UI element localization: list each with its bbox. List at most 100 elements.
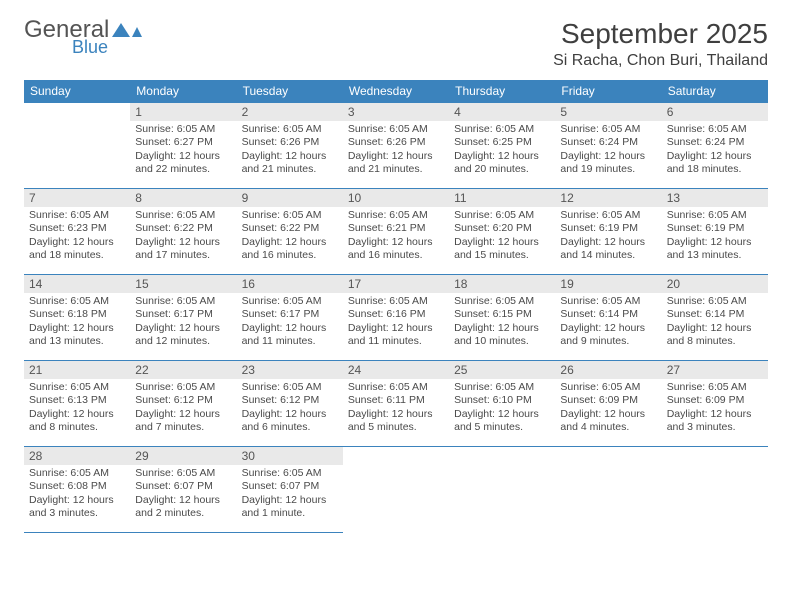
calendar-cell: [343, 447, 449, 533]
calendar-cell: 26Sunrise: 6:05 AMSunset: 6:09 PMDayligh…: [555, 361, 661, 447]
calendar-row: 21Sunrise: 6:05 AMSunset: 6:13 PMDayligh…: [24, 361, 768, 447]
calendar-cell: 27Sunrise: 6:05 AMSunset: 6:09 PMDayligh…: [662, 361, 768, 447]
day-content: Sunrise: 6:05 AMSunset: 6:20 PMDaylight:…: [449, 207, 555, 267]
day-number: 28: [24, 447, 130, 465]
calendar-cell: 17Sunrise: 6:05 AMSunset: 6:16 PMDayligh…: [343, 275, 449, 361]
calendar-cell: 13Sunrise: 6:05 AMSunset: 6:19 PMDayligh…: [662, 189, 768, 275]
day-number: 20: [662, 275, 768, 293]
weekday-header: Sunday: [24, 80, 130, 103]
day-number: 29: [130, 447, 236, 465]
day-content: Sunrise: 6:05 AMSunset: 6:19 PMDaylight:…: [555, 207, 661, 267]
calendar-table: SundayMondayTuesdayWednesdayThursdayFrid…: [24, 80, 768, 533]
weekday-header: Thursday: [449, 80, 555, 103]
day-number: 11: [449, 189, 555, 207]
weekday-header: Saturday: [662, 80, 768, 103]
calendar-cell: 28Sunrise: 6:05 AMSunset: 6:08 PMDayligh…: [24, 447, 130, 533]
calendar-cell: 11Sunrise: 6:05 AMSunset: 6:20 PMDayligh…: [449, 189, 555, 275]
calendar-cell: 24Sunrise: 6:05 AMSunset: 6:11 PMDayligh…: [343, 361, 449, 447]
day-content: Sunrise: 6:05 AMSunset: 6:17 PMDaylight:…: [130, 293, 236, 353]
location: Si Racha, Chon Buri, Thailand: [553, 52, 768, 70]
calendar-cell: 7Sunrise: 6:05 AMSunset: 6:23 PMDaylight…: [24, 189, 130, 275]
calendar-cell: 9Sunrise: 6:05 AMSunset: 6:22 PMDaylight…: [237, 189, 343, 275]
calendar-cell: 2Sunrise: 6:05 AMSunset: 6:26 PMDaylight…: [237, 103, 343, 189]
calendar-cell: [662, 447, 768, 533]
day-content: Sunrise: 6:05 AMSunset: 6:24 PMDaylight:…: [662, 121, 768, 181]
calendar-cell: 5Sunrise: 6:05 AMSunset: 6:24 PMDaylight…: [555, 103, 661, 189]
day-content: Sunrise: 6:05 AMSunset: 6:26 PMDaylight:…: [237, 121, 343, 181]
day-content: Sunrise: 6:05 AMSunset: 6:12 PMDaylight:…: [130, 379, 236, 439]
calendar-row: 7Sunrise: 6:05 AMSunset: 6:23 PMDaylight…: [24, 189, 768, 275]
calendar-row: 1Sunrise: 6:05 AMSunset: 6:27 PMDaylight…: [24, 103, 768, 189]
day-number: 2: [237, 103, 343, 121]
day-content: Sunrise: 6:05 AMSunset: 6:08 PMDaylight:…: [24, 465, 130, 525]
day-number: 12: [555, 189, 661, 207]
calendar-cell: [24, 103, 130, 189]
day-content: Sunrise: 6:05 AMSunset: 6:14 PMDaylight:…: [555, 293, 661, 353]
logo: General Blue: [24, 18, 142, 56]
calendar-cell: [555, 447, 661, 533]
weekday-header: Friday: [555, 80, 661, 103]
day-content: Sunrise: 6:05 AMSunset: 6:15 PMDaylight:…: [449, 293, 555, 353]
calendar-cell: 6Sunrise: 6:05 AMSunset: 6:24 PMDaylight…: [662, 103, 768, 189]
day-number: 25: [449, 361, 555, 379]
day-number: 8: [130, 189, 236, 207]
calendar-cell: 23Sunrise: 6:05 AMSunset: 6:12 PMDayligh…: [237, 361, 343, 447]
logo-word2: Blue: [72, 38, 142, 56]
day-number: 15: [130, 275, 236, 293]
day-content: Sunrise: 6:05 AMSunset: 6:23 PMDaylight:…: [24, 207, 130, 267]
header: General Blue September 2025 Si Racha, Ch…: [24, 18, 768, 70]
day-content: Sunrise: 6:05 AMSunset: 6:14 PMDaylight:…: [662, 293, 768, 353]
logo-triangle-icon: [112, 23, 130, 37]
day-content: Sunrise: 6:05 AMSunset: 6:18 PMDaylight:…: [24, 293, 130, 353]
calendar-cell: 21Sunrise: 6:05 AMSunset: 6:13 PMDayligh…: [24, 361, 130, 447]
day-number: 30: [237, 447, 343, 465]
day-content: Sunrise: 6:05 AMSunset: 6:16 PMDaylight:…: [343, 293, 449, 353]
day-number: 18: [449, 275, 555, 293]
day-number: 21: [24, 361, 130, 379]
day-number: 24: [343, 361, 449, 379]
day-content: Sunrise: 6:05 AMSunset: 6:26 PMDaylight:…: [343, 121, 449, 181]
weekday-row: SundayMondayTuesdayWednesdayThursdayFrid…: [24, 80, 768, 103]
day-content: Sunrise: 6:05 AMSunset: 6:27 PMDaylight:…: [130, 121, 236, 181]
day-number: 4: [449, 103, 555, 121]
calendar-cell: 14Sunrise: 6:05 AMSunset: 6:18 PMDayligh…: [24, 275, 130, 361]
day-number: 5: [555, 103, 661, 121]
weekday-header: Wednesday: [343, 80, 449, 103]
day-content: Sunrise: 6:05 AMSunset: 6:22 PMDaylight:…: [237, 207, 343, 267]
calendar-cell: 30Sunrise: 6:05 AMSunset: 6:07 PMDayligh…: [237, 447, 343, 533]
day-number: 26: [555, 361, 661, 379]
day-content: Sunrise: 6:05 AMSunset: 6:19 PMDaylight:…: [662, 207, 768, 267]
day-content: Sunrise: 6:05 AMSunset: 6:22 PMDaylight:…: [130, 207, 236, 267]
calendar-cell: [449, 447, 555, 533]
calendar-cell: 18Sunrise: 6:05 AMSunset: 6:15 PMDayligh…: [449, 275, 555, 361]
day-content: Sunrise: 6:05 AMSunset: 6:13 PMDaylight:…: [24, 379, 130, 439]
calendar-cell: 8Sunrise: 6:05 AMSunset: 6:22 PMDaylight…: [130, 189, 236, 275]
calendar-cell: 12Sunrise: 6:05 AMSunset: 6:19 PMDayligh…: [555, 189, 661, 275]
title-block: September 2025 Si Racha, Chon Buri, Thai…: [553, 18, 768, 70]
calendar-cell: 4Sunrise: 6:05 AMSunset: 6:25 PMDaylight…: [449, 103, 555, 189]
calendar-page: General Blue September 2025 Si Racha, Ch…: [0, 0, 792, 551]
day-content: Sunrise: 6:05 AMSunset: 6:07 PMDaylight:…: [130, 465, 236, 525]
calendar-cell: 10Sunrise: 6:05 AMSunset: 6:21 PMDayligh…: [343, 189, 449, 275]
day-number: 14: [24, 275, 130, 293]
calendar-row: 28Sunrise: 6:05 AMSunset: 6:08 PMDayligh…: [24, 447, 768, 533]
day-number: 27: [662, 361, 768, 379]
day-number: 6: [662, 103, 768, 121]
weekday-header: Monday: [130, 80, 236, 103]
day-content: Sunrise: 6:05 AMSunset: 6:11 PMDaylight:…: [343, 379, 449, 439]
weekday-header: Tuesday: [237, 80, 343, 103]
calendar-cell: 15Sunrise: 6:05 AMSunset: 6:17 PMDayligh…: [130, 275, 236, 361]
day-content: Sunrise: 6:05 AMSunset: 6:17 PMDaylight:…: [237, 293, 343, 353]
day-number: 3: [343, 103, 449, 121]
page-title: September 2025: [553, 18, 768, 50]
calendar-cell: 29Sunrise: 6:05 AMSunset: 6:07 PMDayligh…: [130, 447, 236, 533]
day-number: 7: [24, 189, 130, 207]
calendar-cell: 3Sunrise: 6:05 AMSunset: 6:26 PMDaylight…: [343, 103, 449, 189]
day-number: 23: [237, 361, 343, 379]
calendar-cell: 1Sunrise: 6:05 AMSunset: 6:27 PMDaylight…: [130, 103, 236, 189]
day-content: Sunrise: 6:05 AMSunset: 6:21 PMDaylight:…: [343, 207, 449, 267]
calendar-row: 14Sunrise: 6:05 AMSunset: 6:18 PMDayligh…: [24, 275, 768, 361]
day-content: Sunrise: 6:05 AMSunset: 6:07 PMDaylight:…: [237, 465, 343, 525]
day-number: 9: [237, 189, 343, 207]
calendar-cell: 16Sunrise: 6:05 AMSunset: 6:17 PMDayligh…: [237, 275, 343, 361]
